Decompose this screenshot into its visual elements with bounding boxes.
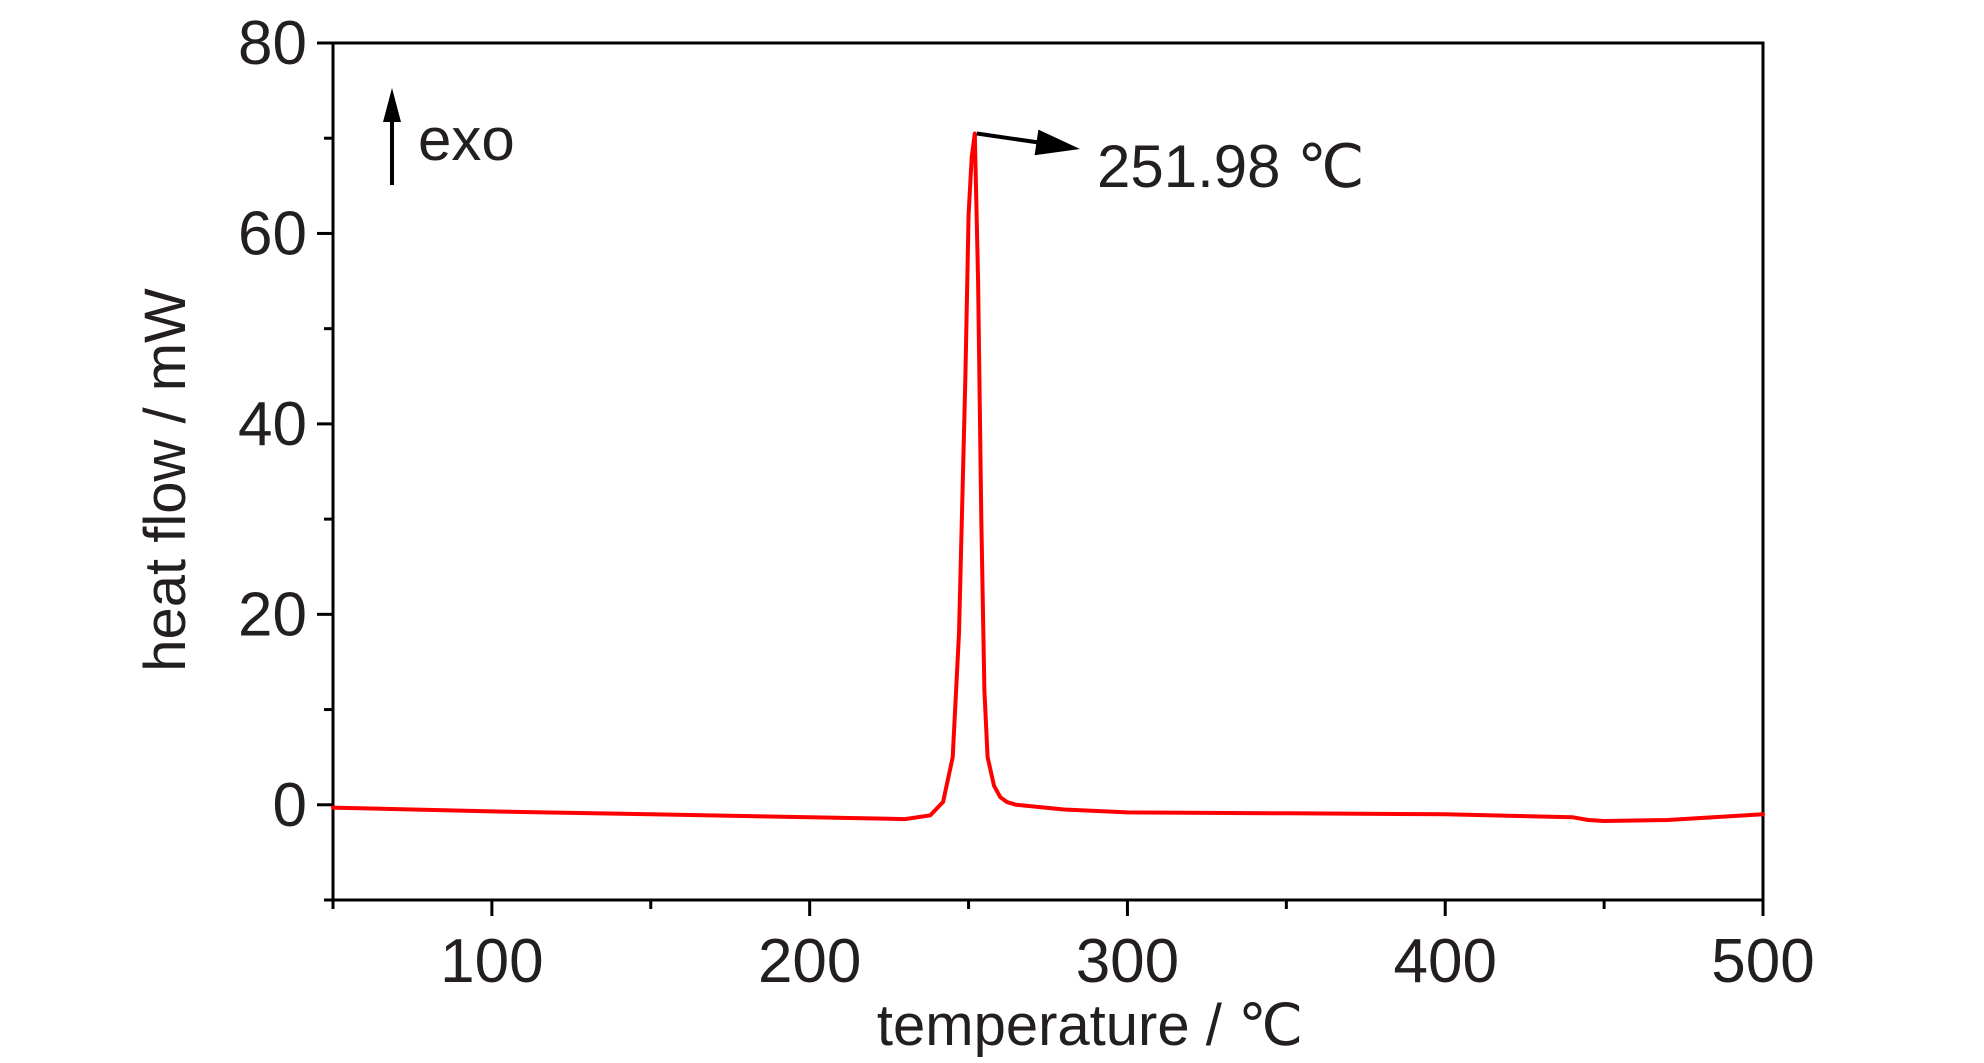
plot-area-border — [331, 41, 1765, 902]
x-axis-title: temperature / ℃ — [877, 993, 1303, 1058]
exo-annotation: exo — [383, 88, 515, 185]
y-tick-label: 80 — [238, 9, 307, 78]
series-group — [331, 131, 1765, 823]
y-tick-label: 20 — [238, 580, 307, 649]
series-line — [331, 131, 1765, 823]
peak-annotation: 251.98 ℃ — [976, 129, 1365, 200]
exo-label: exo — [418, 106, 515, 173]
peak-arrow-head-icon — [1034, 129, 1080, 156]
y-tick-label: 0 — [273, 771, 307, 840]
y-axis-title: heat flow / mW — [133, 288, 198, 672]
peak-arrow-shaft — [976, 131, 1043, 145]
peak-label: 251.98 ℃ — [1097, 133, 1365, 200]
axis-tick-labels: 100 200 300 400 500 0 20 40 60 80 — [238, 9, 1815, 996]
exo-arrow-head-icon — [383, 88, 401, 122]
y-tick-label: 40 — [238, 390, 307, 459]
plot-frame — [331, 41, 1765, 902]
x-tick-label: 300 — [1076, 927, 1179, 996]
x-tick-label: 400 — [1393, 927, 1496, 996]
x-tick-label: 100 — [440, 927, 543, 996]
y-tick-label: 60 — [238, 199, 307, 268]
annotations: exo 251.98 ℃ — [383, 88, 1365, 200]
x-tick-label: 500 — [1711, 927, 1814, 996]
axis-ticks — [317, 41, 1765, 916]
x-tick-label: 200 — [758, 927, 861, 996]
